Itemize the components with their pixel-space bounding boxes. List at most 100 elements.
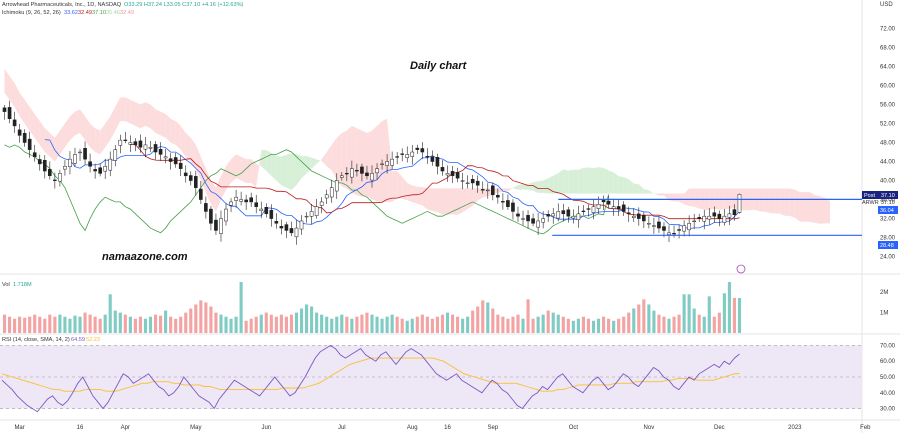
volume-bar — [632, 308, 636, 333]
ichimoku-cloud-segment — [633, 183, 639, 194]
volume-bar — [596, 318, 601, 333]
candle-up — [556, 211, 561, 219]
currency-label: USD — [880, 2, 893, 8]
rsi-label: RSI (14, close, SMA, 14, 2) — [2, 337, 70, 343]
time-tick-label: Dec — [714, 425, 725, 431]
resistance-tag-box — [878, 206, 898, 214]
volume-bar — [707, 296, 711, 333]
volume-bar — [586, 318, 591, 333]
candle-down — [672, 232, 676, 235]
candle-up — [68, 158, 72, 168]
volume-bar — [571, 320, 575, 333]
volume-bar — [466, 316, 470, 333]
volume-bar — [194, 304, 198, 333]
volume-bar — [576, 318, 580, 333]
volume-bar — [214, 312, 218, 333]
candle-down — [168, 158, 173, 162]
volume-bar — [138, 316, 142, 333]
volume-bar — [476, 306, 480, 333]
ichimoku-cloud-segment — [653, 193, 659, 196]
ichimoku-cloud-segment — [558, 169, 564, 194]
candle-down — [32, 152, 37, 158]
volume-bar — [53, 316, 57, 333]
time-tick-label: Nov — [644, 425, 655, 431]
ichimoku-cloud-segment — [356, 128, 362, 197]
candle-up — [521, 218, 525, 220]
volume-bar — [18, 316, 22, 333]
candle-up — [571, 215, 576, 219]
post-value-box — [880, 191, 898, 199]
price-tick-label: 36.00 — [880, 198, 896, 204]
ichimoku-cloud-segment — [59, 123, 65, 155]
volume-bar — [128, 316, 132, 333]
volume-bar — [184, 312, 188, 333]
volume-bar — [737, 297, 742, 333]
volume-bar — [33, 314, 37, 333]
volume-bar — [108, 294, 112, 333]
candle-up — [103, 166, 108, 172]
volume-bar — [133, 318, 137, 333]
ichimoku-cloud-segment — [145, 102, 151, 129]
ichimoku-cloud-segment — [39, 121, 45, 153]
candle-up — [647, 223, 651, 225]
ichimoku-cloud-segment — [44, 128, 50, 157]
volume-bar — [113, 310, 117, 333]
candle-down — [188, 175, 193, 181]
candle-up — [576, 213, 581, 220]
candle-down — [470, 179, 475, 184]
volume-bar — [234, 316, 238, 333]
candle-down — [48, 169, 52, 177]
ichimoku-cloud-segment — [336, 133, 342, 187]
support-tag-label: 28.48 — [880, 243, 894, 249]
candle-up — [385, 161, 389, 166]
ichimoku-cloud-segment — [779, 188, 785, 216]
candle-up — [304, 215, 309, 218]
ichimoku-cloud-segment — [447, 188, 453, 215]
volume-bar — [325, 316, 329, 333]
candle-up — [73, 154, 77, 164]
ichimoku-cloud-segment — [226, 159, 232, 191]
volume-bar — [88, 314, 92, 333]
ichimoku-cloud-segment — [165, 114, 171, 143]
ichimoku-cloud-segment — [820, 196, 826, 224]
ichimoku-cloud-segment — [507, 187, 513, 192]
volume-bar — [380, 318, 384, 333]
candle-up — [667, 232, 671, 235]
time-tick-label: Mar — [14, 425, 24, 431]
candle-up — [309, 211, 314, 217]
ichimoku-cloud-segment — [512, 185, 518, 190]
ichimoku-cloud-segment — [784, 188, 790, 216]
candle-up — [375, 168, 379, 174]
volume-bar — [617, 318, 621, 333]
price-tick-label: 44.00 — [880, 160, 896, 166]
ichimoku-value-4: 35.46 — [106, 10, 120, 16]
volume-bar — [717, 312, 721, 333]
ichimoku-cloud-segment — [180, 125, 186, 157]
candle-down — [455, 172, 460, 179]
ichimoku-cloud-segment — [256, 150, 262, 188]
candle-up — [319, 201, 324, 206]
candle-down — [183, 172, 188, 177]
volume-bar — [677, 314, 681, 333]
ichimoku-cloud-segment — [517, 183, 524, 190]
candle-down — [7, 107, 12, 120]
time-tick-label: 2023 — [788, 425, 802, 431]
candle-up — [652, 225, 656, 227]
time-tick-label: May — [190, 425, 201, 431]
candle-up — [339, 175, 344, 178]
volume-bar — [48, 314, 52, 333]
volume-bar — [299, 308, 304, 333]
time-tick-label: Feb — [860, 425, 871, 431]
time-tick-label: Apr — [121, 425, 130, 431]
volume-bar — [244, 320, 248, 333]
price-tick-label: 56.00 — [880, 103, 896, 109]
volume-bar — [169, 316, 173, 333]
ichimoku-cloud-segment — [538, 180, 544, 193]
volume-bar — [289, 314, 294, 333]
price-tick-label: 64.00 — [880, 64, 896, 70]
ichimoku-cloud-segment — [618, 176, 624, 194]
ichimoku-cloud-segment — [578, 167, 584, 194]
candle-up — [591, 206, 596, 213]
chart-header: Arrowhead Pharmaceuticals, Inc., 1D, NAS… — [2, 2, 244, 16]
candle-down — [657, 221, 661, 229]
